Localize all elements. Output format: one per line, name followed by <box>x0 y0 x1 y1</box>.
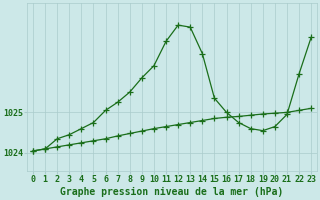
X-axis label: Graphe pression niveau de la mer (hPa): Graphe pression niveau de la mer (hPa) <box>60 187 284 197</box>
